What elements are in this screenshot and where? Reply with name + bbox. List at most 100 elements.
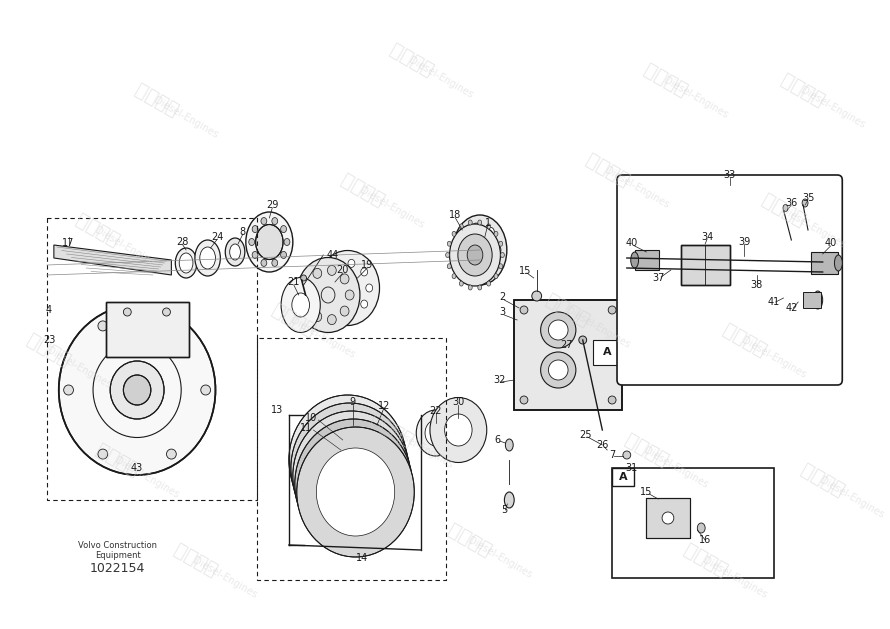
Text: 29: 29 <box>266 200 279 210</box>
Ellipse shape <box>468 285 473 290</box>
Text: 紫发动力: 紫发动力 <box>24 330 74 370</box>
Circle shape <box>548 320 568 340</box>
Ellipse shape <box>505 492 514 508</box>
Ellipse shape <box>457 234 492 276</box>
Ellipse shape <box>488 264 494 272</box>
Ellipse shape <box>783 204 788 211</box>
Circle shape <box>623 451 631 459</box>
Text: 12: 12 <box>377 401 390 411</box>
Ellipse shape <box>280 226 287 233</box>
Ellipse shape <box>296 257 360 333</box>
Text: Diesel-Engines: Diesel-Engines <box>740 336 807 381</box>
Ellipse shape <box>473 223 480 232</box>
Text: 24: 24 <box>211 232 223 242</box>
Ellipse shape <box>498 241 503 246</box>
Ellipse shape <box>459 224 464 229</box>
Circle shape <box>301 275 306 281</box>
Ellipse shape <box>175 248 197 278</box>
Ellipse shape <box>324 292 331 301</box>
Ellipse shape <box>195 240 221 276</box>
Text: Diesel-Engines: Diesel-Engines <box>563 306 631 350</box>
Ellipse shape <box>487 224 490 229</box>
Bar <box>635 250 659 270</box>
Ellipse shape <box>316 448 394 536</box>
Text: 20: 20 <box>336 265 349 275</box>
Text: Diesel-Engines: Diesel-Engines <box>779 206 846 250</box>
Ellipse shape <box>417 410 456 456</box>
Ellipse shape <box>445 414 472 446</box>
Text: 22: 22 <box>430 406 442 416</box>
Ellipse shape <box>494 245 501 255</box>
Text: 紫发动力: 紫发动力 <box>758 190 809 230</box>
Text: 43: 43 <box>131 463 143 473</box>
Circle shape <box>98 449 108 459</box>
Text: 38: 38 <box>750 280 762 290</box>
Text: 42: 42 <box>785 303 797 313</box>
Ellipse shape <box>230 244 240 260</box>
Bar <box>681 245 730 285</box>
Ellipse shape <box>303 281 312 291</box>
Ellipse shape <box>578 336 587 344</box>
Text: 9: 9 <box>350 397 356 407</box>
Text: 紫发动力: 紫发动力 <box>269 300 319 340</box>
Bar <box>803 292 821 308</box>
Circle shape <box>520 396 528 404</box>
Text: 紫发动力: 紫发动力 <box>171 540 221 580</box>
Ellipse shape <box>252 252 258 259</box>
Ellipse shape <box>340 274 349 284</box>
Ellipse shape <box>303 299 312 309</box>
Ellipse shape <box>802 199 808 207</box>
Text: Diesel-Engines: Diesel-Engines <box>358 186 425 230</box>
Ellipse shape <box>110 361 164 419</box>
Circle shape <box>124 308 131 316</box>
Text: 14: 14 <box>356 553 368 563</box>
Ellipse shape <box>475 243 485 257</box>
Ellipse shape <box>328 314 336 325</box>
Ellipse shape <box>494 231 498 237</box>
Bar <box>681 245 730 285</box>
Text: 16: 16 <box>699 535 711 545</box>
Text: Diesel-Engines: Diesel-Engines <box>407 55 474 101</box>
Ellipse shape <box>453 215 506 285</box>
Ellipse shape <box>348 309 355 316</box>
Ellipse shape <box>467 245 483 265</box>
Ellipse shape <box>360 300 368 308</box>
Ellipse shape <box>246 212 293 272</box>
Text: 紫发动力: 紫发动力 <box>132 80 182 120</box>
Ellipse shape <box>225 238 245 266</box>
Ellipse shape <box>459 281 464 286</box>
Text: Diesel-Engines: Diesel-Engines <box>152 96 220 140</box>
Text: 15: 15 <box>519 266 531 276</box>
Ellipse shape <box>312 432 391 520</box>
Bar <box>514 300 622 410</box>
Ellipse shape <box>293 411 410 541</box>
FancyBboxPatch shape <box>617 175 842 385</box>
Ellipse shape <box>271 218 278 225</box>
Circle shape <box>166 321 176 331</box>
Text: Diesel-Engines: Diesel-Engines <box>798 86 866 130</box>
Text: 19: 19 <box>361 260 374 270</box>
Text: 36: 36 <box>785 198 797 208</box>
Ellipse shape <box>348 259 355 267</box>
Text: 31: 31 <box>626 463 638 473</box>
Text: 紫发动力: 紫发动力 <box>386 40 436 80</box>
Text: 3: 3 <box>499 307 506 317</box>
Ellipse shape <box>488 228 494 237</box>
Text: 6: 6 <box>495 435 500 445</box>
Circle shape <box>608 306 616 314</box>
Ellipse shape <box>506 439 514 451</box>
Text: 8: 8 <box>239 227 246 237</box>
Text: 21: 21 <box>287 277 300 287</box>
Ellipse shape <box>478 220 481 225</box>
Ellipse shape <box>124 375 150 405</box>
Ellipse shape <box>59 305 215 475</box>
Bar <box>612 468 634 486</box>
Ellipse shape <box>468 220 473 225</box>
Bar <box>593 340 622 365</box>
Circle shape <box>540 312 576 348</box>
Ellipse shape <box>631 252 638 268</box>
Text: 25: 25 <box>579 430 592 440</box>
Ellipse shape <box>199 247 215 269</box>
Polygon shape <box>54 245 172 275</box>
Text: 17: 17 <box>62 238 75 248</box>
